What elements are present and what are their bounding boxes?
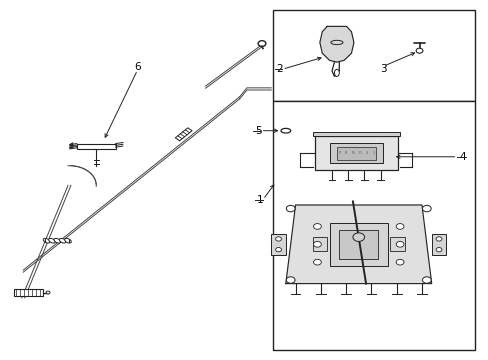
- Text: R: R: [344, 151, 346, 155]
- Circle shape: [46, 291, 50, 294]
- Circle shape: [313, 242, 321, 247]
- Circle shape: [275, 237, 281, 241]
- Circle shape: [435, 237, 441, 241]
- Bar: [329, 143, 382, 163]
- Ellipse shape: [59, 238, 66, 243]
- Text: 5: 5: [254, 126, 261, 136]
- Text: 4: 4: [458, 152, 465, 162]
- Circle shape: [352, 233, 364, 242]
- Polygon shape: [319, 26, 353, 62]
- Bar: [272, 102, 474, 350]
- Bar: [336, 147, 375, 159]
- Ellipse shape: [43, 238, 50, 243]
- Text: N: N: [351, 151, 353, 155]
- Circle shape: [422, 205, 430, 212]
- Circle shape: [313, 259, 321, 265]
- Circle shape: [313, 224, 321, 229]
- Circle shape: [395, 259, 403, 265]
- Circle shape: [395, 224, 403, 229]
- Text: D: D: [358, 151, 360, 155]
- Polygon shape: [285, 205, 431, 284]
- Bar: [339, 230, 377, 258]
- Circle shape: [258, 41, 265, 46]
- Circle shape: [422, 277, 430, 283]
- Bar: [314, 136, 397, 170]
- Bar: [77, 144, 116, 149]
- Bar: [14, 289, 42, 296]
- Bar: [312, 237, 326, 251]
- Circle shape: [275, 248, 281, 252]
- Text: 3: 3: [379, 64, 386, 74]
- Text: 3: 3: [365, 151, 367, 155]
- Text: P: P: [338, 151, 340, 155]
- Circle shape: [286, 205, 294, 212]
- Circle shape: [286, 277, 294, 283]
- Circle shape: [435, 248, 441, 252]
- Circle shape: [415, 48, 422, 53]
- Ellipse shape: [281, 129, 290, 133]
- Text: 1: 1: [371, 151, 374, 155]
- Text: 1: 1: [256, 195, 263, 204]
- Text: 2: 2: [276, 64, 283, 74]
- Ellipse shape: [54, 238, 61, 243]
- Ellipse shape: [48, 238, 55, 243]
- Bar: [272, 10, 474, 102]
- Bar: [271, 234, 285, 255]
- Text: 6: 6: [134, 63, 141, 72]
- Bar: [389, 237, 404, 251]
- Bar: [329, 223, 387, 266]
- Bar: [431, 234, 446, 255]
- Bar: [312, 132, 399, 136]
- Polygon shape: [175, 128, 192, 141]
- Ellipse shape: [64, 238, 71, 243]
- Ellipse shape: [334, 69, 339, 76]
- Circle shape: [395, 242, 403, 247]
